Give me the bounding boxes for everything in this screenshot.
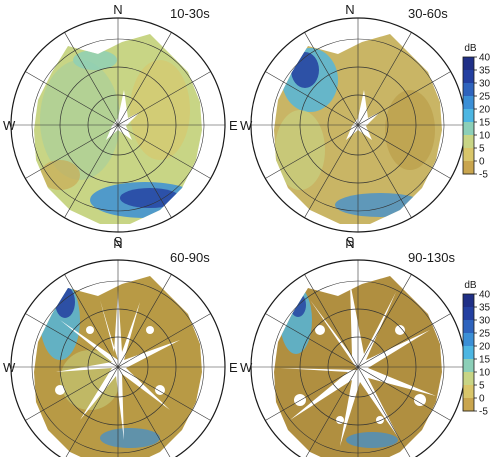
colorbar-segment: [463, 70, 474, 84]
colorbar-bottom: 40 35 30 25 20 15 10 5 0 -5 dB: [462, 280, 491, 418]
west-label: W: [3, 118, 16, 133]
colorbar-segment: [463, 346, 474, 360]
colorbar-tick-label: 10: [479, 131, 491, 142]
colorbar-tick-label: 35: [479, 66, 491, 77]
panel-10-30s: N S W E 10-30s: [3, 2, 238, 249]
colorbar-segment: [463, 148, 474, 162]
colorbar-segment: [463, 307, 474, 321]
colorbar-tick-label: 5: [479, 144, 485, 155]
colorbar-tick-label: -5: [479, 170, 488, 181]
colorbar-segment: [463, 385, 474, 399]
north-label: N: [345, 236, 354, 251]
colorbar-border: [462, 56, 475, 175]
colorbar-top: 40 35 30 25 20 15 10 5 0 -5 dB: [462, 43, 491, 181]
colorbar-unit-label: dB: [464, 43, 477, 54]
colorbar-tick-label: 40: [479, 290, 491, 301]
colorbar-segment: [463, 135, 474, 149]
panel-title: 10-30s: [170, 6, 210, 21]
azimuth-grid: [251, 18, 465, 232]
panel-title: 30-60s: [408, 6, 448, 21]
colorbar-tick-label: 35: [479, 303, 491, 314]
south-label: S: [346, 234, 355, 249]
colorbar-tick-label: 20: [479, 105, 491, 116]
colorbar-segment: [463, 398, 474, 412]
colorbar-tick-label: 25: [479, 92, 491, 103]
azimuth-grid: [11, 260, 225, 457]
colorbar-tick-label: -5: [479, 407, 488, 418]
colorbar-tick-label: 30: [479, 79, 491, 90]
colorbar-segment: [463, 161, 474, 175]
colorbar-segment: [463, 372, 474, 386]
coverage-heatmap: [34, 34, 202, 224]
colorbar-tick-label: 30: [479, 316, 491, 327]
east-label: E: [229, 360, 238, 375]
panel-90-130s: N W 90-130s: [240, 236, 466, 457]
colorbar-segment: [463, 294, 474, 308]
west-label: W: [240, 360, 253, 375]
outer-ring: [10, 259, 226, 457]
colorbar-border: [462, 293, 475, 412]
colorbar-tick-label: 15: [479, 355, 491, 366]
panel-60-90s: N W E 60-90s: [3, 236, 238, 457]
south-label: S: [114, 234, 123, 249]
colorbar-segment: [463, 109, 474, 123]
panel-title: 90-130s: [408, 250, 455, 265]
north-label: N: [113, 2, 122, 17]
colorbar-segment: [463, 122, 474, 136]
colorbar-tick-label: 5: [479, 381, 485, 392]
colorbar-tick-label: 40: [479, 53, 491, 64]
colorbar-tick-label: 25: [479, 329, 491, 340]
colorbar-tick-label: 20: [479, 342, 491, 353]
east-label: E: [229, 118, 238, 133]
colorbar-tick-label: 0: [479, 157, 485, 168]
azimuth-grid: [251, 260, 465, 457]
colorbar-segment: [463, 359, 474, 373]
colorbar-segment: [463, 83, 474, 97]
coverage-heatmap: [274, 34, 442, 224]
panel-30-60s: N S W 30-60s: [240, 2, 466, 249]
west-label: W: [240, 118, 253, 133]
colorbar-segment: [463, 333, 474, 347]
outer-ring: [10, 17, 226, 233]
panel-title: 60-90s: [170, 250, 210, 265]
colorbar-tick-label: 0: [479, 394, 485, 405]
azimuth-grid: [11, 18, 225, 232]
north-label: N: [345, 2, 354, 17]
north-label: N: [113, 236, 122, 251]
colorbar-tick-label: 10: [479, 368, 491, 379]
west-label: W: [3, 360, 16, 375]
colorbar-tick-label: 15: [479, 118, 491, 129]
colorbar-segment: [463, 320, 474, 334]
colorbar-unit-label: dB: [464, 280, 477, 291]
colorbar-segment: [463, 57, 474, 71]
colorbar-segment: [463, 96, 474, 110]
